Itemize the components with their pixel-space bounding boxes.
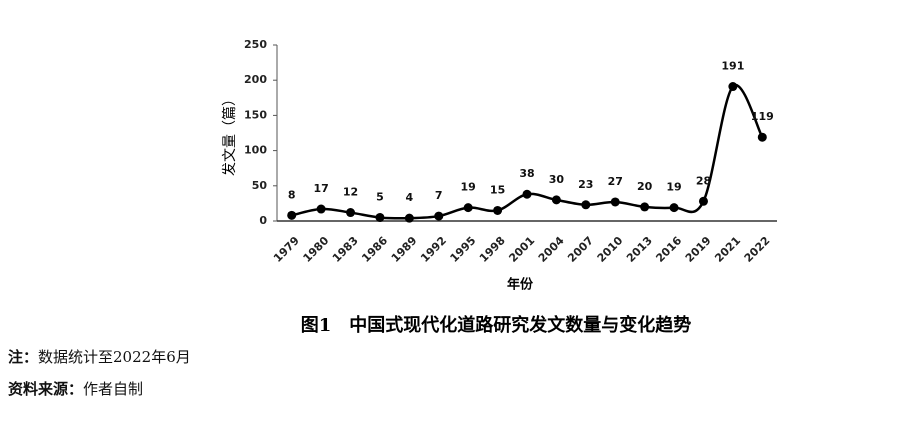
- value-label: 15: [490, 183, 505, 196]
- point: [640, 202, 650, 212]
- point: [287, 210, 297, 220]
- value-label: 38: [519, 167, 534, 180]
- chart: 发文量（篇） 年份 图1 中国式现代化道路研究发文数量与变化趋势 0 50 100 1…: [222, 38, 777, 336]
- x-tick-label: 1979: [271, 234, 302, 265]
- source-label: 资料来源：: [8, 380, 84, 398]
- x-tick-label: 1992: [418, 234, 449, 265]
- x-tick-label: 1998: [477, 234, 508, 265]
- x-tick-label: 1989: [389, 234, 420, 265]
- value-label: 8: [288, 188, 296, 201]
- x-tick-label: 2021: [712, 234, 743, 265]
- value-label: 27: [608, 175, 623, 188]
- y-tick-label: 50: [252, 179, 268, 192]
- value-label: 119: [751, 110, 774, 123]
- point: [375, 212, 385, 222]
- point: [463, 203, 473, 213]
- point: [522, 189, 532, 199]
- note-text: 数据统计至2022年6月: [38, 348, 191, 366]
- point: [434, 211, 444, 221]
- value-label: 30: [549, 173, 565, 186]
- value-label: 28: [696, 174, 711, 187]
- value-label: 20: [637, 180, 653, 193]
- y-axis-label: 发文量（篇）: [222, 92, 238, 176]
- x-tick-label: 2001: [506, 234, 537, 265]
- value-label: 191: [721, 60, 744, 73]
- x-axis-label: 年份: [507, 277, 534, 293]
- point: [698, 196, 708, 206]
- value-label: 7: [435, 189, 443, 202]
- value-label: 4: [406, 191, 414, 204]
- x-tick-label: 1986: [359, 234, 390, 265]
- x-tick-label: 2019: [683, 234, 714, 265]
- point: [551, 195, 561, 205]
- line: [291, 83, 764, 220]
- source: 资料来源：作者自制: [8, 378, 143, 399]
- y-tick-label: 0: [259, 214, 267, 227]
- value-label: 19: [666, 181, 681, 194]
- x-tick-label: 1995: [448, 234, 479, 265]
- x-tick-label: 2016: [653, 234, 684, 265]
- value-label: 19: [461, 181, 476, 194]
- x-tick-label: 2022: [742, 234, 773, 265]
- x-tick-label: 1980: [301, 234, 332, 265]
- chart-title: 图1 中国式现代化道路研究发文数量与变化趋势: [301, 314, 692, 336]
- x-tick-label: 2010: [595, 234, 626, 265]
- point: [493, 205, 503, 215]
- point: [316, 204, 326, 214]
- point: [669, 203, 679, 213]
- x-tick-label: 2013: [624, 234, 655, 265]
- y-tick-label: 150: [244, 108, 267, 121]
- x-tick-label: 2007: [565, 234, 596, 265]
- point: [581, 200, 591, 210]
- source-text: 作者自制: [83, 380, 144, 398]
- point: [346, 208, 356, 218]
- point: [610, 197, 620, 207]
- value-label: 12: [343, 186, 358, 199]
- value-label: 17: [313, 182, 328, 195]
- x-tick-label: 2004: [536, 234, 567, 265]
- y-tick-label: 250: [244, 38, 267, 51]
- value-label: 5: [376, 190, 384, 203]
- value-label: 23: [578, 178, 593, 191]
- y-tick-label: 100: [244, 144, 267, 157]
- point: [757, 132, 767, 142]
- x-tick-label: 1983: [330, 234, 361, 265]
- note: 注：数据统计至2022年6月: [8, 346, 191, 367]
- note-label: 注：: [8, 348, 39, 366]
- point: [404, 213, 414, 223]
- point: [728, 82, 738, 92]
- y-tick-label: 200: [244, 73, 267, 86]
